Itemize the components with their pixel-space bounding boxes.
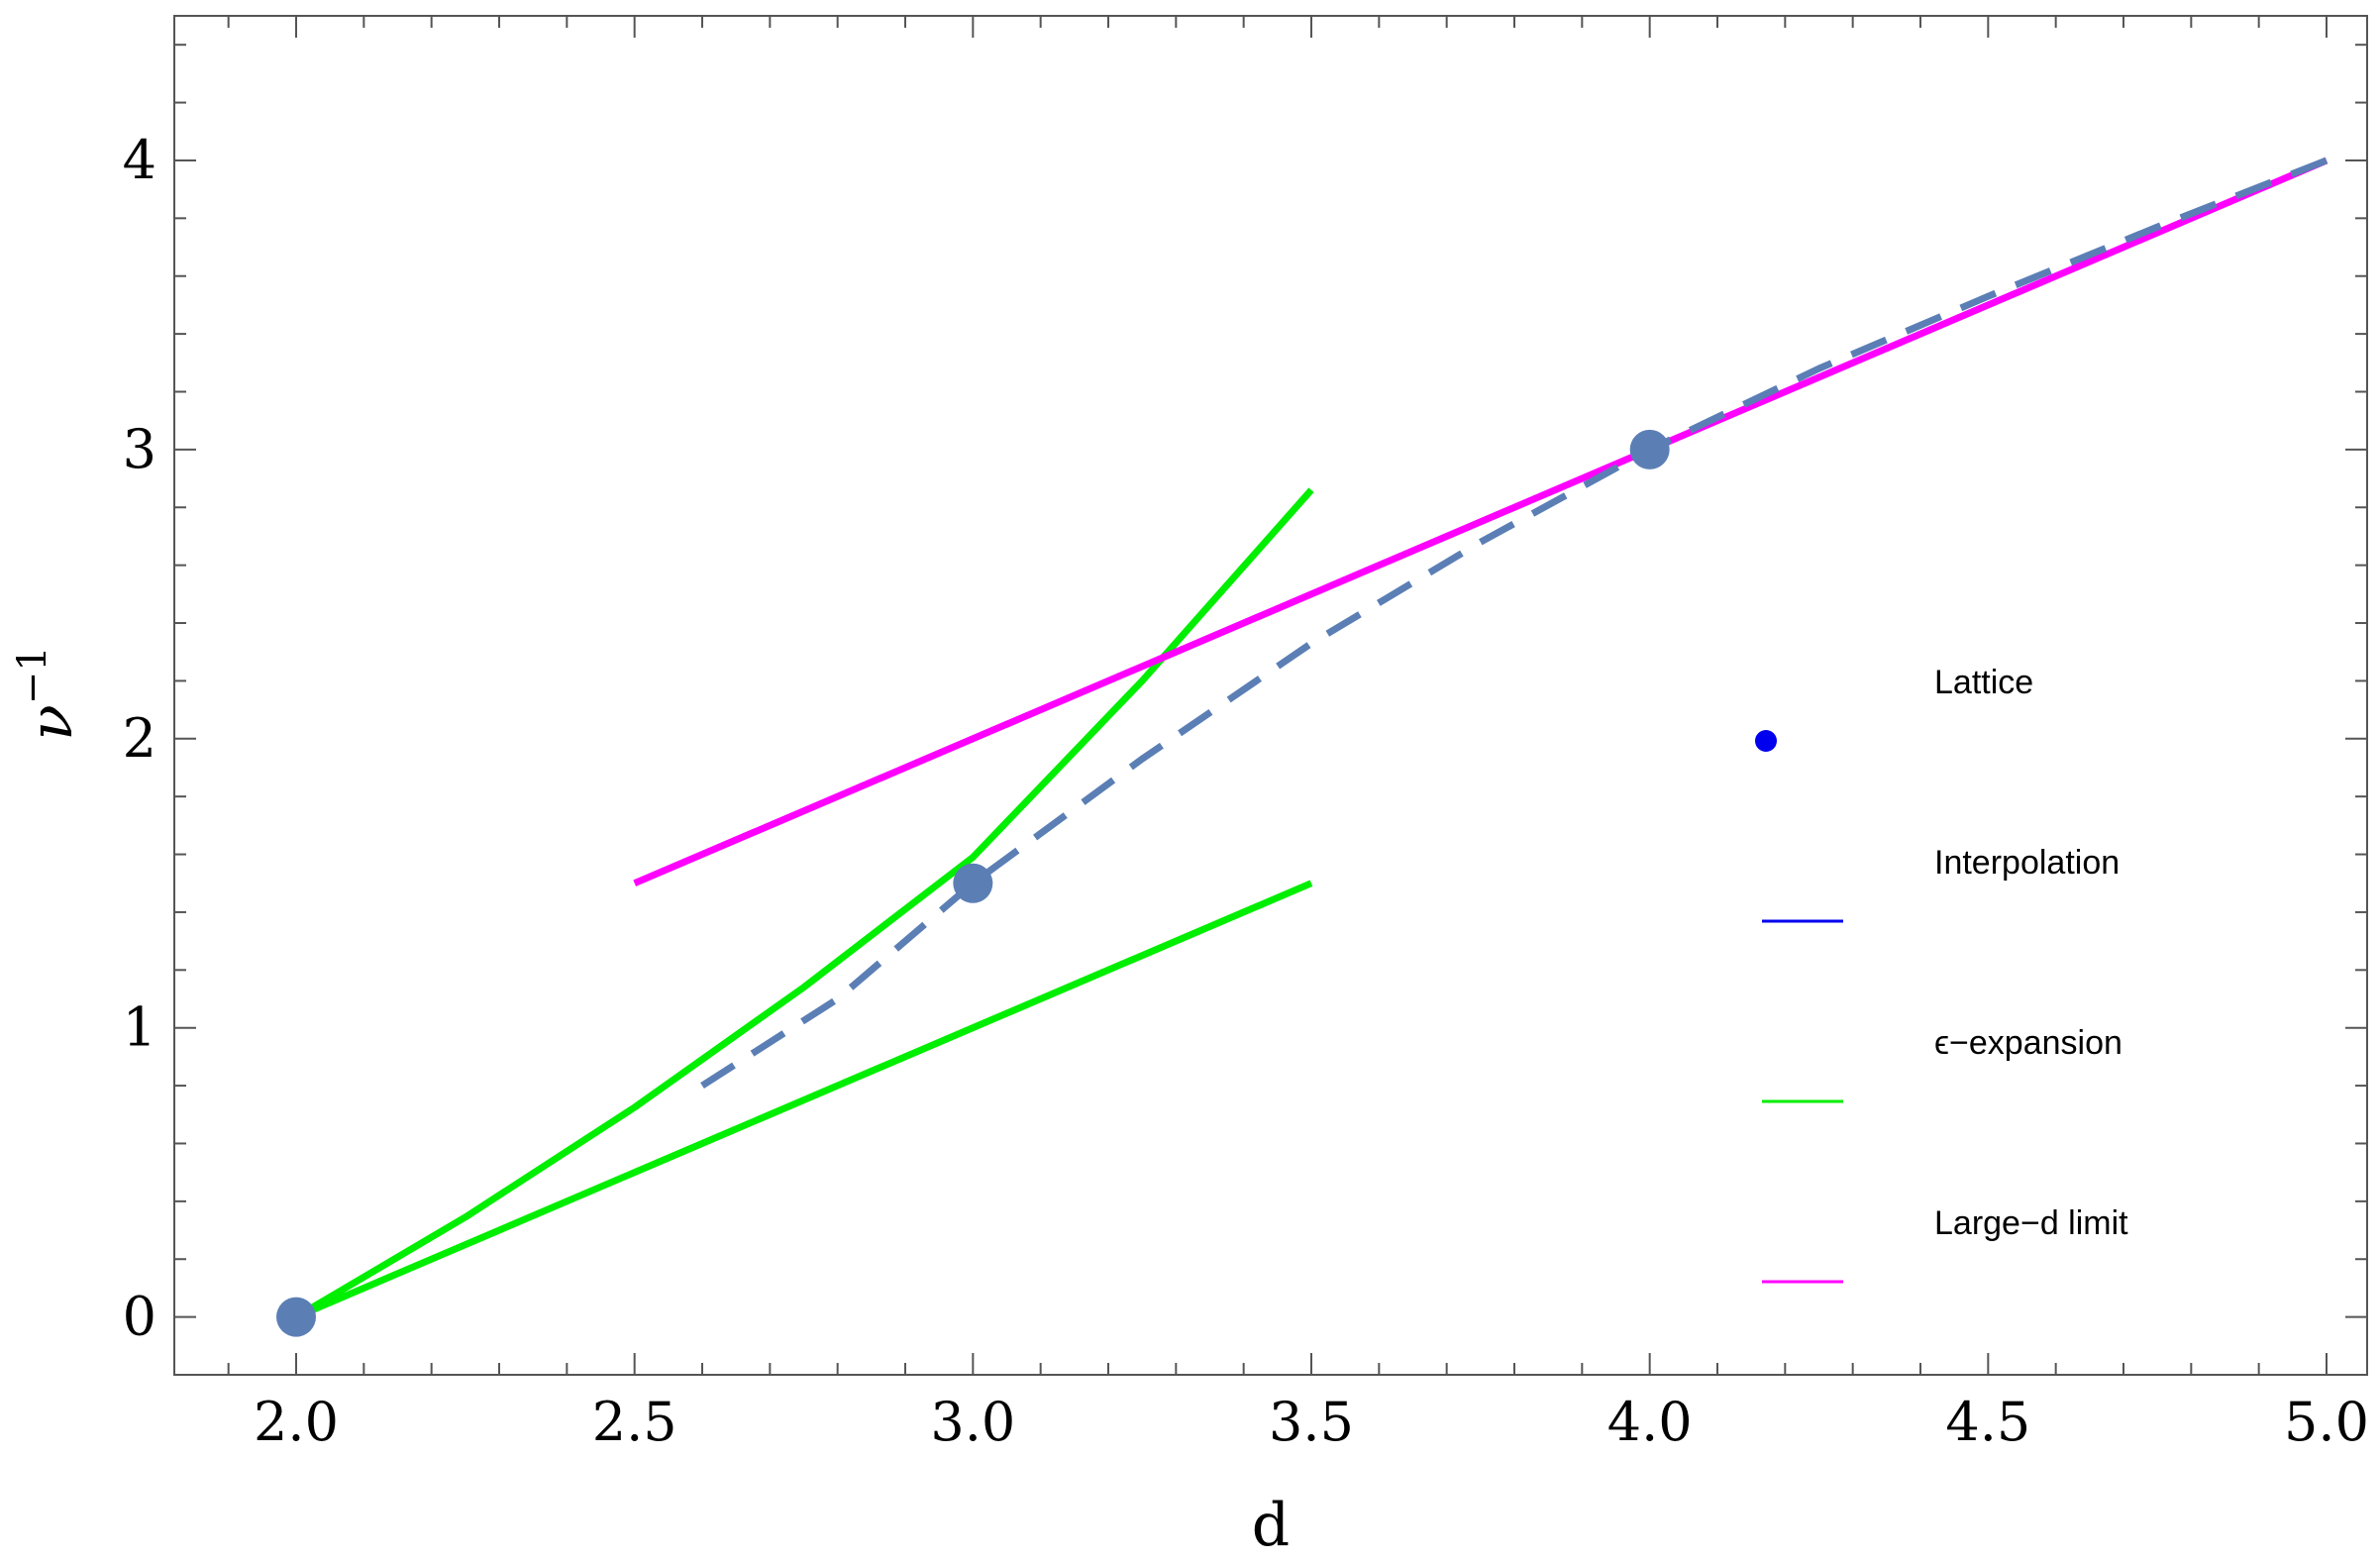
x-tick-label: 5.0 xyxy=(2284,1391,2369,1453)
x-axis-title: d xyxy=(1252,1491,1290,1560)
y-axis-title-base: ν xyxy=(17,704,86,740)
lattice-point xyxy=(953,863,993,903)
x-tick-label: 4.0 xyxy=(1607,1391,1693,1453)
y-tick-label: 4 xyxy=(123,129,156,191)
legend-label: Lattice xyxy=(1934,664,2033,701)
lattice-point xyxy=(1629,429,1670,469)
series-line-3 xyxy=(294,880,1313,1320)
y-tick-label: 3 xyxy=(123,418,156,480)
series-line-2 xyxy=(294,487,1314,1320)
y-tick-label: 1 xyxy=(123,996,156,1059)
x-tick-label: 2.0 xyxy=(254,1391,339,1453)
x-tick-label: 4.5 xyxy=(1945,1391,2030,1453)
legend-label: Large−d limit xyxy=(1934,1204,2128,1242)
y-axis-title-superscript: −1 xyxy=(10,646,55,704)
y-tick-label: 0 xyxy=(123,1286,156,1348)
lattice-point xyxy=(276,1297,316,1337)
plot-frame xyxy=(173,15,2368,1376)
axis-ticks: 2.0 2.5 3.0 3.5 4.0 4.5 5.0 0 1 2 3 4 xyxy=(123,16,2369,1453)
legend: Lattice Interpolation ϵ−expansion Large−d l… xyxy=(1755,664,2128,1284)
x-tick-label: 3.5 xyxy=(1269,1391,1354,1453)
legend-label: ϵ−expansion xyxy=(1934,1024,2122,1062)
series-line-1 xyxy=(700,156,2328,1090)
legend-symbol xyxy=(1755,730,1777,752)
x-tick-label: 3.0 xyxy=(930,1391,1015,1453)
series-line-4 xyxy=(633,156,2328,886)
plot-series xyxy=(276,156,2328,1337)
legend-label: Interpolation xyxy=(1934,844,2120,882)
x-tick-label: 2.5 xyxy=(592,1391,677,1453)
y-tick-label: 2 xyxy=(123,707,156,770)
y-axis-title: ν−1 xyxy=(10,646,86,740)
